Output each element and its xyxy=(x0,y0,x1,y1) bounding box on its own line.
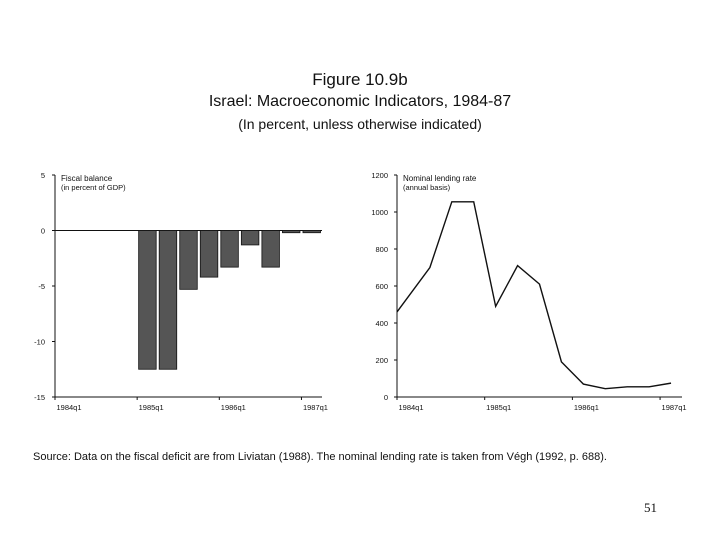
fiscal-xtick-label: 1985q1 xyxy=(139,403,164,412)
lending-xtick-label: 1987q1 xyxy=(662,403,687,412)
fiscal-bar xyxy=(302,230,321,234)
fiscal-bar xyxy=(158,230,178,370)
fiscal-panel-label: Fiscal balance xyxy=(61,174,113,183)
fiscal-xtick-label: 1987q1 xyxy=(303,403,328,412)
lending-ytick-label: 0 xyxy=(384,393,388,402)
fiscal-ytick-label: -10 xyxy=(34,338,45,347)
fiscal-bar xyxy=(179,230,198,290)
fiscal-ytick-label: -5 xyxy=(38,282,45,291)
fiscal-panel-unit: (in percent of GDP) xyxy=(61,183,126,192)
fiscal-bar xyxy=(220,230,239,268)
lending-ytick-label: 200 xyxy=(375,356,388,365)
lending-xtick-label: 1985q1 xyxy=(486,403,511,412)
fiscal-ytick-label: 5 xyxy=(41,171,45,180)
fiscal-ytick-label: -15 xyxy=(34,393,45,402)
fiscal-bar xyxy=(261,230,280,268)
fiscal-bar xyxy=(199,230,219,278)
fiscal-xtick-label: 1986q1 xyxy=(221,403,246,412)
lending-xtick-label: 1984q1 xyxy=(398,403,423,412)
fiscal-ytick-label: 0 xyxy=(41,227,45,236)
lending-rate-line xyxy=(396,201,672,390)
fiscal-bar xyxy=(282,230,301,234)
fiscal-bar xyxy=(138,230,157,370)
source-note: Source: Data on the fiscal deficit are f… xyxy=(33,451,607,463)
lending-ytick-label: 600 xyxy=(375,282,388,291)
lending-panel-unit: (annual basis) xyxy=(403,183,451,192)
figure-number: Figure 10.9b xyxy=(312,70,408,89)
lending-xtick-label: 1986q1 xyxy=(574,403,599,412)
lending-ytick-label: 1000 xyxy=(371,208,388,217)
lending-panel-label: Nominal lending rate xyxy=(403,174,477,183)
figure-subtitle: (In percent, unless otherwise indicated) xyxy=(238,116,482,132)
page-number: 51 xyxy=(644,500,657,515)
lending-ytick-label: 800 xyxy=(375,245,388,254)
fiscal-bar xyxy=(240,230,260,246)
fiscal-xtick-label: 1984q1 xyxy=(56,403,81,412)
lending-ytick-label: 400 xyxy=(375,319,388,328)
lending-ytick-label: 1200 xyxy=(371,171,388,180)
figure-title: Israel: Macroeconomic Indicators, 1984-8… xyxy=(208,93,512,110)
